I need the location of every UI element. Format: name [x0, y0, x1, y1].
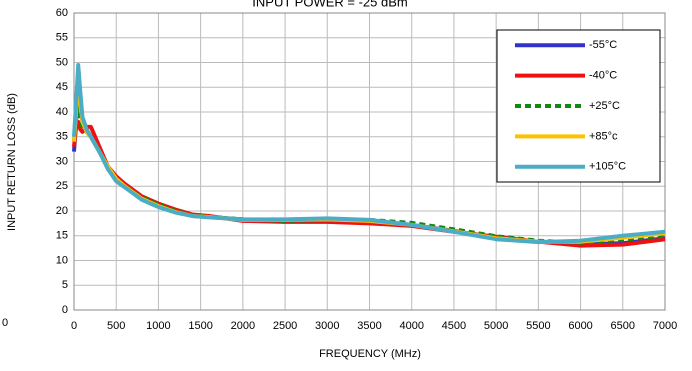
- legend-label: +25°C: [589, 100, 620, 112]
- x-tick-label: 2000: [231, 320, 255, 332]
- x-tick-label: 5000: [484, 320, 508, 332]
- legend-label: +85°c: [589, 130, 618, 142]
- plot-border: [73, 12, 666, 311]
- annotation: 0: [2, 317, 8, 329]
- x-tick-label: 2500: [273, 320, 297, 332]
- x-tick-label: 0: [71, 320, 77, 332]
- x-tick-label: 1500: [188, 320, 212, 332]
- y-tick-label: 45: [56, 81, 68, 93]
- y-tick-label: 50: [56, 56, 68, 68]
- chart-title: INPUT POWER = -25 dBm: [252, 0, 407, 9]
- x-tick-label: 3000: [315, 320, 339, 332]
- y-tick-label: 0: [62, 304, 68, 316]
- x-tick-label: 7000: [653, 320, 677, 332]
- legend-label: -40°C: [589, 70, 617, 82]
- x-tick-label: 6000: [568, 320, 592, 332]
- x-tick-label: 1000: [146, 320, 170, 332]
- x-tick-label: 500: [107, 320, 125, 332]
- y-tick-label: 35: [56, 131, 68, 143]
- x-axis-label: FREQUENCY (MHz): [319, 348, 421, 360]
- y-tick-label: 5: [62, 279, 68, 291]
- y-tick-label: 60: [56, 7, 68, 19]
- legend-label: -55°C: [589, 39, 617, 51]
- y-tick-label: 25: [56, 180, 68, 192]
- y-tick-label: 40: [56, 106, 68, 118]
- legend-label: +105°C: [589, 161, 626, 173]
- y-tick-label: 10: [56, 254, 68, 266]
- x-tick-label: 4000: [399, 320, 423, 332]
- series-line: [72, 62, 666, 245]
- x-tick-label: 3500: [357, 320, 381, 332]
- y-tick-label: 30: [56, 155, 68, 167]
- y-axis-label: INPUT RETURN LOSS (dB): [6, 93, 18, 231]
- y-tick-label: 20: [56, 205, 68, 217]
- y-tick-label: 15: [56, 230, 68, 242]
- x-tick-label: 5500: [526, 320, 550, 332]
- x-tick-label: 4500: [442, 320, 466, 332]
- y-tick-label: 55: [56, 32, 68, 44]
- x-tick-label: 6500: [611, 320, 635, 332]
